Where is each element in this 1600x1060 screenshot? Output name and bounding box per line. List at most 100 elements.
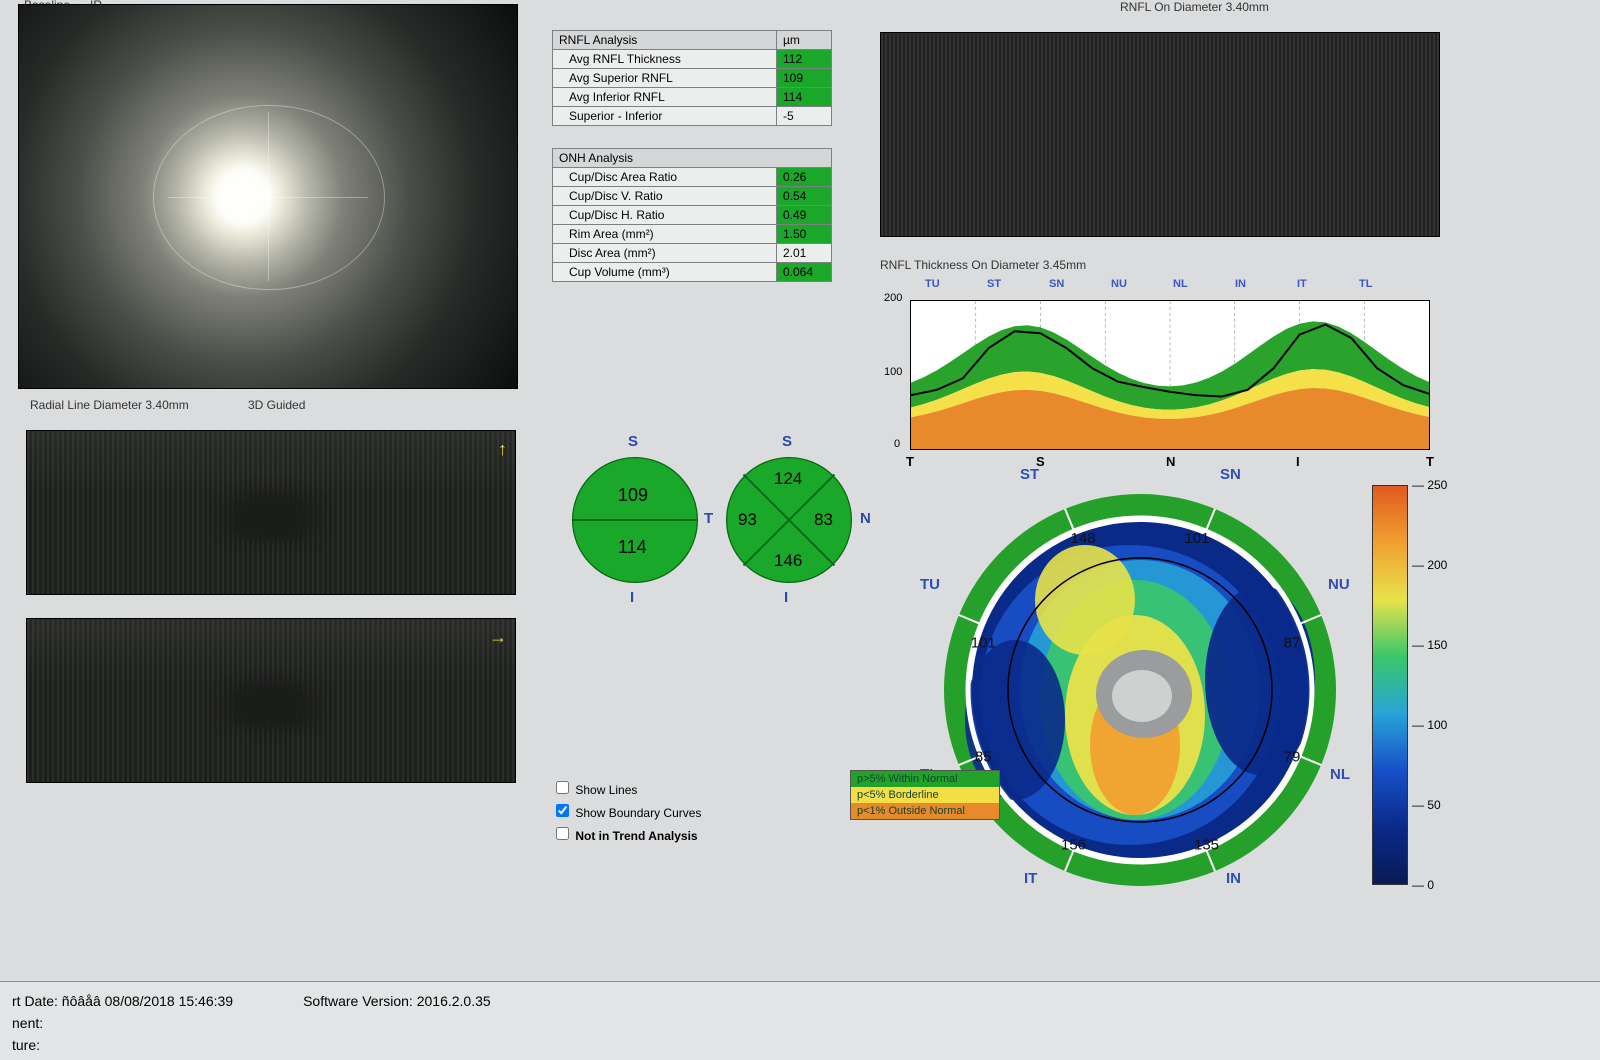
svg-text:148: 148 <box>1070 530 1095 547</box>
footer-sw-label: Software Version: <box>303 993 413 1009</box>
table-row-label: Superior - Inferior <box>553 107 777 126</box>
table-row-label: Avg Inferior RNFL <box>553 88 777 107</box>
radial-diameter-label: Radial Line Diameter 3.40mm <box>30 398 189 412</box>
svg-text:101: 101 <box>1184 530 1209 547</box>
footer-line3: ture: <box>12 1037 40 1053</box>
arrow-up-icon: ↑ <box>498 439 507 460</box>
thickness-heatmap: 148101877913515685101 <box>930 480 1350 900</box>
colorbar-tick: — 0 <box>1412 878 1434 892</box>
onh-table-title: ONH Analysis <box>553 149 832 168</box>
t-label: T <box>704 510 713 527</box>
q-inf: 146 <box>774 551 802 571</box>
sup-value: 109 <box>618 485 648 506</box>
table-row-label: Cup/Disc V. Ratio <box>553 187 777 206</box>
sector-sn: SN <box>1220 466 1241 483</box>
radial-bscan-2: → <box>26 618 516 783</box>
s-label-2: S <box>782 433 792 450</box>
rnfl-bscan <box>880 32 1440 237</box>
tsnit-sector-label: NU <box>1111 278 1127 290</box>
svg-text:87: 87 <box>1284 634 1301 651</box>
inf-value: 114 <box>618 537 647 558</box>
table-row-value: 109 <box>777 69 832 88</box>
tsnit-sector-label: SN <box>1049 278 1064 290</box>
table-row-label: Disc Area (mm²) <box>553 244 777 263</box>
tsnit-axis-label: N <box>1166 454 1175 469</box>
rnfl-table-unit: µm <box>777 31 832 50</box>
rnfl-table-title: RNFL Analysis <box>553 31 777 50</box>
table-row-value: 114 <box>777 88 832 107</box>
tsnit-sector-label: IN <box>1235 278 1246 290</box>
fundus-image <box>18 4 518 389</box>
onh-analysis-table: ONH Analysis Cup/Disc Area Ratio 0.26Cup… <box>552 148 832 282</box>
colorbar <box>1372 485 1408 885</box>
table-row-label: Cup/Disc Area Ratio <box>553 168 777 187</box>
footer-date-label: rt Date: <box>12 993 58 1009</box>
rnfl-diameter-title: RNFL On Diameter 3.40mm <box>1120 0 1269 14</box>
show-lines-label: Show Lines <box>575 783 637 797</box>
tsnit-sector-label: ST <box>987 278 1001 290</box>
show-boundary-option[interactable]: Show Boundary Curves <box>552 801 701 824</box>
sector-tu: TU <box>920 576 940 593</box>
colorbar-tick: — 50 <box>1412 798 1441 812</box>
sector-in: IN <box>1226 870 1241 887</box>
table-row-label: Cup/Disc H. Ratio <box>553 206 777 225</box>
quadrant-circle: S T N 124 93 83 146 I <box>724 455 854 585</box>
sector-st: ST <box>1020 466 1039 483</box>
svg-text:101: 101 <box>971 634 996 651</box>
svg-text:79: 79 <box>1284 748 1301 765</box>
display-options: Show Lines Show Boundary Curves Not in T… <box>552 778 701 847</box>
legend-row: p>5% Within Normal <box>851 771 999 787</box>
footer-sw-value: 2016.2.0.35 <box>417 993 491 1009</box>
footer-line2: nent: <box>12 1015 43 1031</box>
arrow-right-icon: → <box>489 627 507 648</box>
sector-nl: NL <box>1330 766 1350 783</box>
table-row-value: 0.26 <box>777 168 832 187</box>
table-row-label: Avg Superior RNFL <box>553 69 777 88</box>
n-label: N <box>860 510 871 527</box>
table-row-value: 0.49 <box>777 206 832 225</box>
table-row-value: 2.01 <box>777 244 832 263</box>
table-row-value: 112 <box>777 50 832 69</box>
legend-row: p<5% Borderline <box>851 787 999 803</box>
tsnit-axis-label: T <box>906 454 914 469</box>
rnfl-analysis-table: RNFL Analysis µm Avg RNFL Thickness 112A… <box>552 30 832 126</box>
tsnit-chart: TUSTSNNUNLINITTL 200 100 0 TSNIT <box>870 276 1440 466</box>
colorbar-tick: — 250 <box>1412 478 1447 492</box>
radial-bscan-1: ↑ <box>26 430 516 595</box>
tsnit-sector-label: IT <box>1297 278 1307 290</box>
show-lines-option[interactable]: Show Lines <box>552 778 701 801</box>
show-boundary-checkbox[interactable] <box>556 804 569 817</box>
i-label: I <box>630 589 634 606</box>
show-lines-checkbox[interactable] <box>556 781 569 794</box>
table-row-value: 1.50 <box>777 225 832 244</box>
table-row-label: Rim Area (mm²) <box>553 225 777 244</box>
q-nasal: 83 <box>814 510 833 530</box>
colorbar-tick: — 150 <box>1412 638 1447 652</box>
tsnit-axis-label: I <box>1296 454 1300 469</box>
not-in-trend-option[interactable]: Not in Trend Analysis <box>552 824 701 847</box>
colorbar-tick: — 100 <box>1412 718 1447 732</box>
footer-date-value: ñôâåâ 08/08/2018 15:46:39 <box>62 993 233 1009</box>
sector-it: IT <box>1024 870 1037 887</box>
q-temp: 93 <box>738 510 757 530</box>
table-row-value: 0.54 <box>777 187 832 206</box>
show-boundary-label: Show Boundary Curves <box>575 806 701 820</box>
probability-legend: p>5% Within Normalp<5% Borderlinep<1% Ou… <box>850 770 1000 820</box>
table-row-label: Avg RNFL Thickness <box>553 50 777 69</box>
hemisphere-circle: S 109 114 I <box>570 455 700 585</box>
3d-guided-label: 3D Guided <box>248 398 305 412</box>
s-label: S <box>628 433 638 450</box>
svg-text:135: 135 <box>1194 837 1219 854</box>
tsnit-sector-label: TL <box>1359 278 1372 290</box>
legend-row: p<1% Outside Normal <box>851 803 999 819</box>
colorbar-tick: — 200 <box>1412 558 1447 572</box>
i-label-2: I <box>784 589 788 606</box>
tsnit-sector-label: NL <box>1173 278 1188 290</box>
tsnit-axis-label: T <box>1426 454 1434 469</box>
sector-nu: NU <box>1328 576 1350 593</box>
not-in-trend-checkbox[interactable] <box>556 827 569 840</box>
table-row-label: Cup Volume (mm³) <box>553 263 777 282</box>
table-row-value: 0.064 <box>777 263 832 282</box>
q-sup: 124 <box>774 469 802 489</box>
svg-text:85: 85 <box>975 748 992 765</box>
